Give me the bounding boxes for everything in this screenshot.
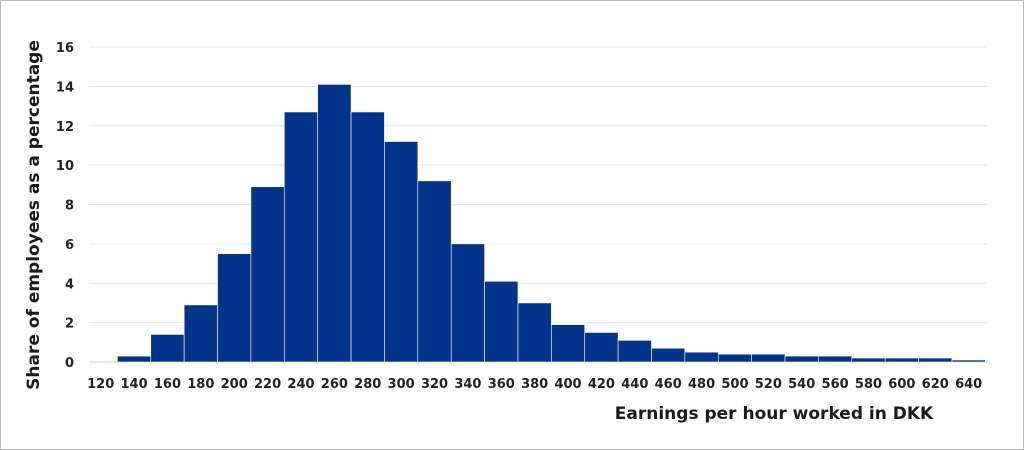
x-tick-label: 400 (554, 377, 581, 392)
x-tick-label: 480 (688, 377, 715, 392)
x-tick-label: 620 (922, 377, 949, 392)
y-tick-label: 2 (65, 317, 74, 332)
histogram-bar (384, 141, 419, 363)
x-tick-label: 540 (788, 377, 815, 392)
histogram-bar (684, 351, 719, 363)
x-tick-label: 600 (888, 377, 915, 392)
histogram-bar (183, 304, 218, 363)
histogram-bar (117, 355, 152, 363)
y-tick-label: 14 (56, 80, 74, 95)
y-tick-labels: 0 2 4 6 8 10 12 14 16 (56, 41, 74, 371)
x-tick-label: 200 (221, 377, 248, 392)
y-tick-label: 6 (65, 238, 74, 253)
histogram-bar (217, 253, 252, 363)
y-tick-label: 12 (56, 120, 74, 135)
y-axis-title: Share of employees as a percentage (24, 40, 44, 390)
x-tick-label: 240 (287, 377, 314, 392)
histogram-bar (517, 302, 552, 363)
y-tick-label: 4 (65, 277, 74, 292)
x-tick-label: 520 (755, 377, 782, 392)
histogram-bar (751, 353, 786, 363)
histogram-bar (317, 84, 352, 363)
x-tick-label: 500 (721, 377, 748, 392)
histogram-bar (484, 280, 519, 363)
x-tick-label: 380 (521, 377, 548, 392)
y-tick-label: 16 (56, 41, 74, 56)
x-tick-labels: 120 140 160 180 200 220 240 260 280 300 320 340 360 3… (87, 377, 982, 392)
x-tick-label: 440 (621, 377, 648, 392)
histogram-bar (717, 353, 752, 363)
bars (117, 84, 986, 363)
x-tick-label: 360 (488, 377, 515, 392)
histogram-bar (651, 347, 686, 363)
histogram-bar (551, 324, 586, 363)
x-tick-label: 140 (120, 377, 147, 392)
histogram-bar (851, 357, 886, 363)
x-tick-label: 560 (822, 377, 849, 392)
x-tick-label: 320 (421, 377, 448, 392)
histogram-bar (784, 355, 819, 363)
x-tick-label: 300 (388, 377, 415, 392)
histogram-bar (283, 111, 318, 363)
histogram-bar (818, 355, 853, 363)
histogram-bar (350, 111, 385, 363)
x-tick-label: 120 (87, 377, 114, 392)
x-tick-label: 180 (187, 377, 214, 392)
x-tick-label: 460 (655, 377, 682, 392)
x-tick-label: 580 (855, 377, 882, 392)
histogram-bar (951, 359, 986, 363)
histogram-bar (918, 357, 953, 363)
x-tick-label: 280 (354, 377, 381, 392)
y-tick-label: 8 (65, 199, 74, 214)
histogram-bar (150, 334, 185, 363)
x-tick-label: 640 (955, 377, 982, 392)
y-tick-label: 0 (65, 356, 74, 371)
x-tick-label: 160 (154, 377, 181, 392)
histogram-bar (417, 180, 452, 363)
x-tick-label: 340 (454, 377, 481, 392)
x-tick-label: 260 (321, 377, 348, 392)
y-tick-label: 10 (56, 159, 74, 174)
x-tick-label: 420 (588, 377, 615, 392)
histogram-bar (450, 243, 485, 363)
histogram-bar (584, 332, 619, 363)
x-tick-label: 220 (254, 377, 281, 392)
x-axis-title: Earnings per hour worked in DKK (615, 404, 934, 424)
histogram-bar (250, 186, 285, 363)
histogram-bar (884, 357, 919, 363)
histogram-bar (617, 340, 652, 363)
